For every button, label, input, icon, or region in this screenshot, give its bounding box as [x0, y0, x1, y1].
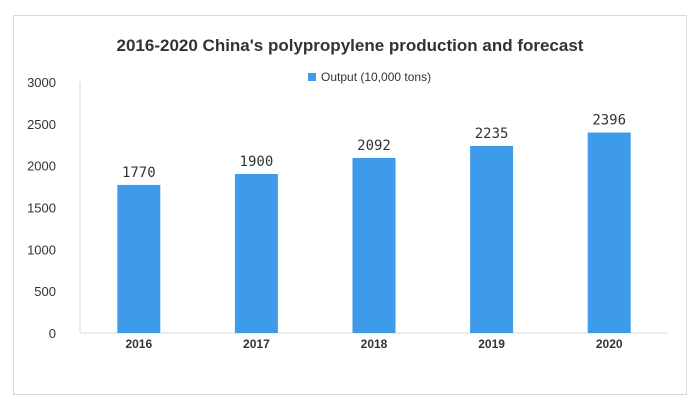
y-tick-label: 500: [34, 284, 56, 299]
y-tick-label: 1500: [27, 201, 56, 216]
legend-swatch: [308, 73, 316, 81]
bar-data-label: 2235: [475, 126, 509, 142]
y-tick-label: 0: [49, 326, 56, 341]
bar-data-label: 2092: [357, 138, 391, 154]
bar-data-label: 2396: [592, 113, 626, 129]
bar: [234, 174, 278, 333]
data-labels: 1770 1900 2092 2235 2396: [122, 113, 626, 181]
y-tick-label: 1000: [27, 242, 56, 257]
bar-data-label: 1900: [240, 154, 274, 170]
y-tick-label: 2500: [27, 117, 56, 132]
legend: Output (10,000 tons): [308, 70, 431, 84]
legend-label: Output (10,000 tons): [321, 70, 431, 84]
x-tick-label: 2020: [596, 337, 623, 351]
bar: [117, 184, 161, 333]
bar-data-label: 1770: [122, 165, 156, 181]
x-axis-ticks: 2016 2017 2018 2019 2020: [125, 337, 622, 351]
bar: [587, 132, 631, 333]
chart-title: 2016-2020 China's polypropylene producti…: [117, 36, 584, 55]
x-tick-label: 2018: [361, 337, 388, 351]
x-tick-label: 2016: [125, 337, 152, 351]
bar: [352, 157, 396, 333]
y-tick-label: 2000: [27, 159, 56, 174]
y-tick-label: 3000: [27, 75, 56, 90]
bar: [470, 146, 514, 333]
x-tick-label: 2017: [243, 337, 270, 351]
x-tick-label: 2019: [478, 337, 505, 351]
y-axis-ticks: 0 500 1000 1500 2000 2500 3000: [27, 75, 56, 341]
bars: [117, 132, 631, 333]
